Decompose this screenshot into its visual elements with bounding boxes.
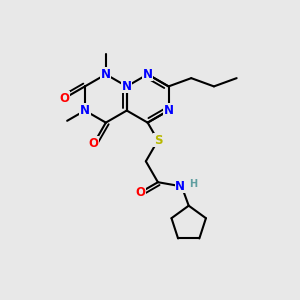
- Text: N: N: [80, 104, 90, 117]
- Text: O: O: [135, 186, 145, 199]
- Text: N: N: [143, 68, 153, 81]
- Text: S: S: [154, 134, 162, 147]
- Text: H: H: [189, 179, 197, 189]
- Text: N: N: [175, 180, 185, 193]
- Text: N: N: [122, 80, 132, 93]
- Text: N: N: [101, 68, 111, 81]
- Text: N: N: [164, 104, 174, 117]
- Text: O: O: [59, 92, 69, 105]
- Text: O: O: [89, 137, 99, 150]
